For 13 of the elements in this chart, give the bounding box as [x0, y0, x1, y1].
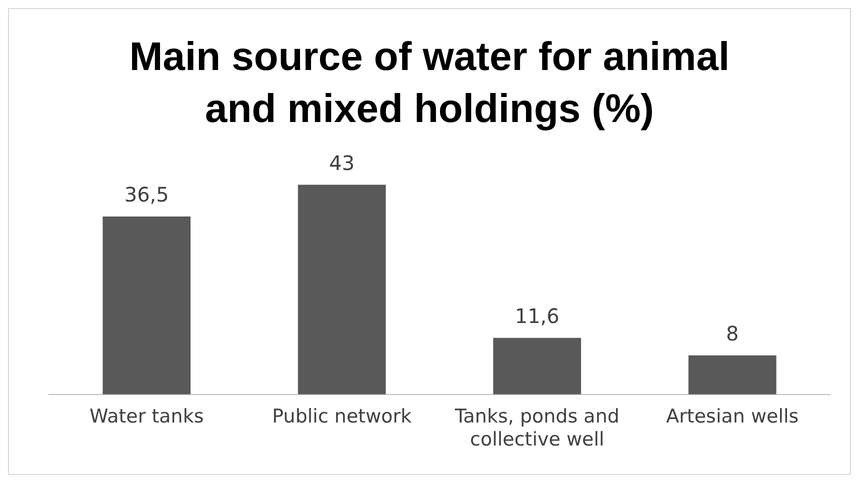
x-tick-label: Public network	[272, 406, 412, 428]
data-label: 43	[329, 150, 355, 175]
bar	[102, 216, 191, 394]
bar	[493, 338, 582, 394]
x-tick-label: Tanks, ponds and collective well	[454, 406, 620, 451]
x-tick-label: Water tanks	[90, 406, 204, 428]
chart-title: Main source of water for animal and mixed holdings (%)	[128, 34, 731, 133]
bar	[688, 355, 776, 394]
data-label: 8	[726, 322, 739, 346]
data-label: 11,6	[514, 304, 560, 328]
data-label: 36,5	[124, 182, 169, 207]
bar	[298, 184, 386, 394]
x-tick-label: Artesian wells	[666, 406, 799, 428]
